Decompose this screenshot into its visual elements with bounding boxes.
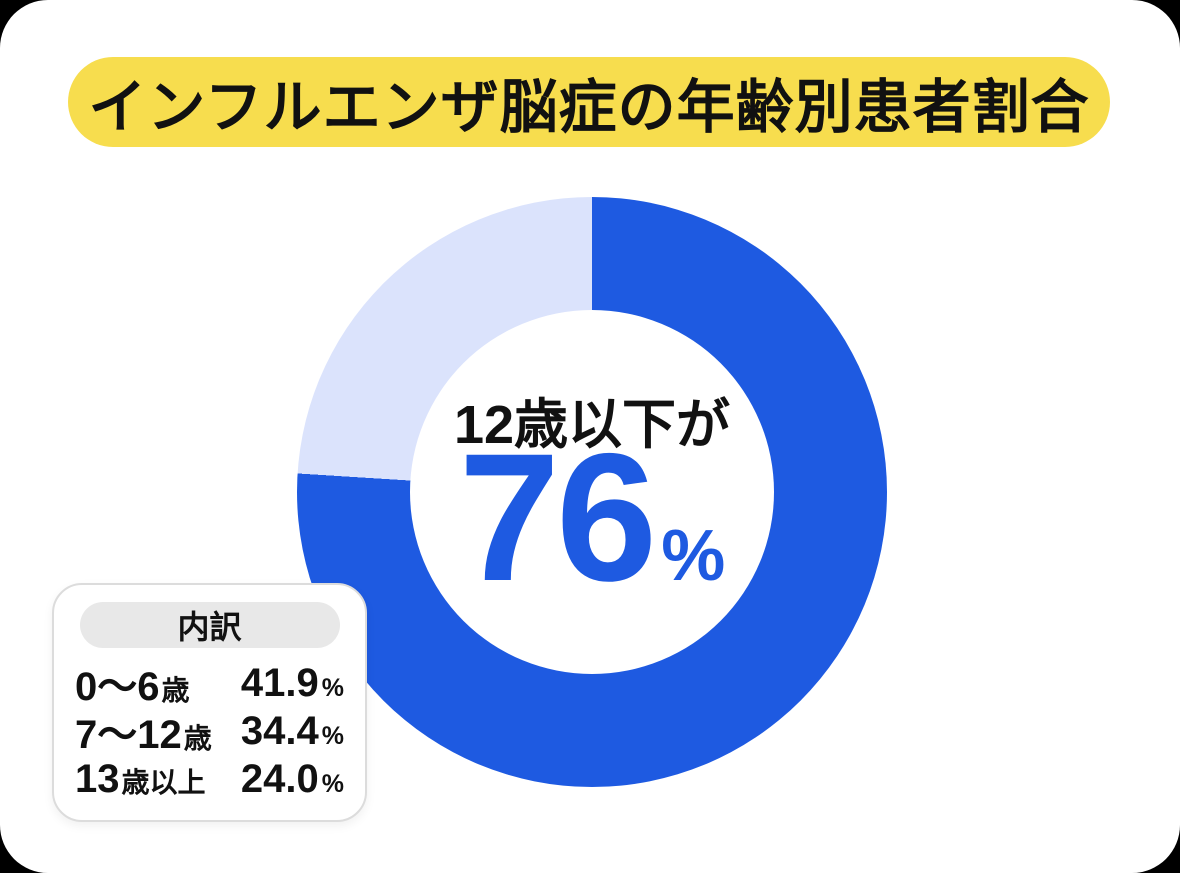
donut-chart: 12歳以下が 76% (297, 197, 887, 787)
row-value: 24.0% (240, 756, 344, 801)
breakdown-title-pill: 内訳 (79, 602, 340, 648)
row-label: 13歳以上 (75, 756, 206, 801)
breakdown-panel: 内訳 0〜6歳 41.9% 7〜12歳 34.4% 13歳以上 24.0% (52, 583, 367, 822)
row-value: 34.4% (240, 708, 344, 753)
legend-row: 0〜6歳 41.9% (75, 659, 344, 710)
breakdown-rows: 0〜6歳 41.9% 7〜12歳 34.4% 13歳以上 24.0% (54, 659, 365, 803)
row-value: 41.9% (240, 660, 344, 705)
title-banner: インフルエンザ脳症の年齢別患者割合 (68, 57, 1110, 147)
donut-hole: 12歳以下が 76% (410, 310, 774, 674)
row-label: 7〜12歳 (75, 713, 212, 757)
donut-center-label: 12歳以下が (453, 395, 731, 455)
percent-number: 76 (458, 415, 657, 619)
percent-unit: % (661, 516, 726, 596)
row-label: 0〜6歳 (75, 665, 190, 709)
donut-center-value: 76% (410, 426, 774, 608)
page-title: インフルエンザ脳症の年齢別患者割合 (88, 75, 1090, 140)
legend-row: 7〜12歳 34.4% (75, 707, 344, 758)
legend-row: 13歳以上 24.0% (75, 755, 344, 803)
breakdown-title: 内訳 (177, 609, 242, 645)
